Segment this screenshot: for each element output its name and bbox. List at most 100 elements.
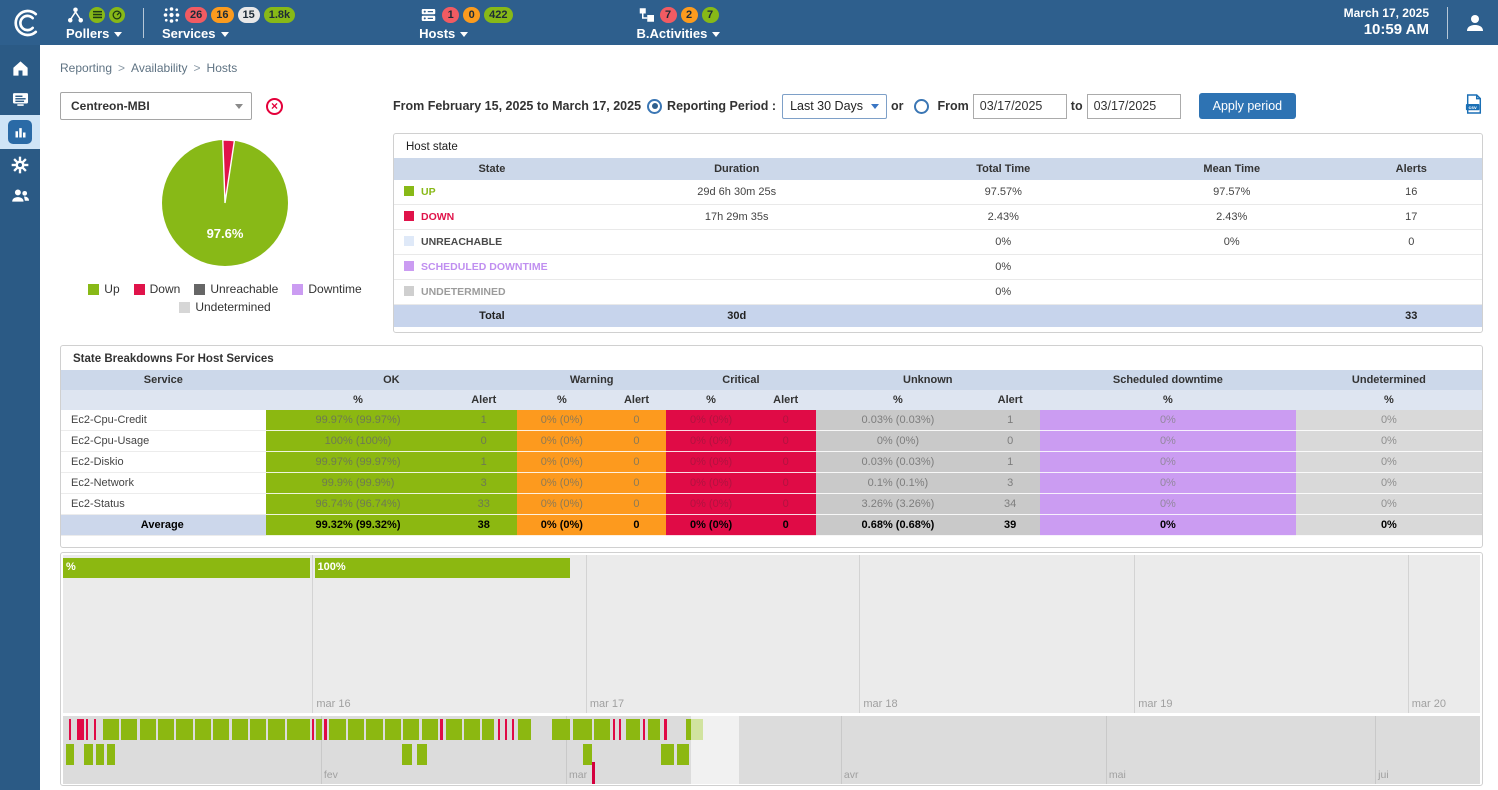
services-menu[interactable]: 26 16 15 1.8k Services [148,0,309,45]
column-header: Total Time [883,158,1123,180]
timeline-overview-selector[interactable]: fev mar avr mai jui [63,716,1480,784]
undet-pct-cell: 0% [1295,472,1482,494]
uptime-segment [250,719,267,740]
day-label: mar 18 [863,698,898,710]
host-select[interactable]: Centreon-MBI [60,92,252,120]
crit-alert-cell: 0 [755,430,816,452]
day-label: mar 19 [1138,698,1173,710]
status-badge[interactable]: 1 [442,6,460,23]
hosts-menu[interactable]: 1 0 422 Hosts [405,0,526,45]
state-cell: UNDETERMINED [394,279,590,305]
ok-pct-cell: 99.97% (99.97%) [265,451,451,473]
warn-alert-cell: 0 [606,514,667,536]
status-badge[interactable]: 15 [237,6,260,23]
breadcrumb-item[interactable]: Hosts [206,61,238,75]
sidebar-item-reporting[interactable] [0,115,40,149]
state-color-square [404,261,414,271]
status-badge[interactable]: 1.8k [263,6,296,23]
availability-timeline-panel: mar 16 mar 17 mar 18 mar 19 mar 20% 100% fev m… [60,552,1483,786]
sched-pct-cell: 0% [1040,410,1296,431]
crit-alert-cell: 0 [755,514,816,536]
availability-bar[interactable]: 100% [314,558,570,578]
reporting-period-radio[interactable] [647,98,663,114]
total-cell [883,304,1123,327]
sidebar-item-monitoring[interactable] [0,84,40,115]
unk-alert-cell: 1 [980,410,1040,431]
status-badge[interactable]: 0 [463,6,481,23]
state-color-square [404,236,414,246]
crit-pct-cell: 0% (0%) [666,472,756,494]
warn-alert-cell: 0 [606,493,667,515]
legend-item: Undetermined [179,300,271,314]
apply-period-button[interactable]: Apply period [1198,93,1297,119]
downtime-segment [85,719,88,740]
month-label: jui [1378,769,1389,781]
current-date: March 17, 2025 [1343,5,1429,20]
sidebar-item-administration[interactable] [0,180,40,211]
group-header: Critical [666,370,816,390]
state-color-square [404,211,414,221]
centreon-logo[interactable] [0,7,52,39]
unk-alert-cell: 1 [980,451,1040,473]
activity-segment [676,744,690,765]
warn-pct-cell: 0% (0%) [517,514,607,536]
duration-cell: 17h 29m 35s [589,204,884,230]
daily-availability-chart[interactable]: mar 16 mar 17 mar 18 mar 19 mar 20% 100% [63,555,1480,713]
availability-bar[interactable]: % [63,558,310,578]
breadcrumb-item[interactable]: Availability [131,61,188,75]
activity-segment [95,744,105,765]
status-badge[interactable]: 26 [185,6,208,23]
warn-pct-cell: 0% (0%) [517,430,607,452]
breadcrumb-separator: > [118,61,126,75]
total-cell: 0% [883,279,1123,305]
activity-segment [84,744,93,765]
group-header: Service [61,370,266,390]
activity-segment [660,744,674,765]
uptime-segment [403,719,420,740]
downtime-segment [68,719,71,740]
month-gridline [1105,716,1107,784]
legend-label: Down [149,282,181,296]
crit-alert-cell: 0 [755,410,816,431]
status-badge[interactable]: 16 [211,6,234,23]
status-badge[interactable]: 7 [701,6,719,23]
sched-pct-cell: 0% [1040,451,1296,473]
legend-item: Up [88,282,120,296]
csv-export-icon[interactable]: csv [1465,93,1483,119]
day-label: mar 16 [316,698,351,710]
period-select-value: Last 30 Days [790,99,864,113]
sidebar-item-configuration[interactable] [0,149,40,180]
host-state-row: SCHEDULED DOWNTIME 0% [394,254,1482,280]
ok-pct-cell: 99.9% (99.9%) [265,472,451,494]
service-name-cell: Ec2-Cpu-Usage [61,430,266,452]
custom-period-radio[interactable] [913,98,929,114]
pie-icon [162,139,288,266]
uptime-segment [102,719,119,740]
total-cell: 0% [883,229,1123,255]
total-cell: 0% [883,254,1123,280]
bactivities-label: B.Activities [636,25,708,41]
to-date-input[interactable] [1086,93,1181,119]
sidebar-item-home[interactable] [0,53,40,84]
from-date-input[interactable] [972,93,1067,119]
users-icon [11,189,29,202]
duration-cell: 29d 6h 30m 25s [589,180,884,205]
ok-pct-cell: 99.32% (99.32%) [265,514,451,536]
status-badge[interactable]: 7 [659,6,677,23]
period-select[interactable]: Last 30 Days [782,93,888,119]
timeline-selection-brush[interactable] [690,716,739,784]
clear-host-filter-button[interactable]: × [266,97,283,115]
sub-header: Alert [980,390,1040,410]
state-label: UNREACHABLE [421,236,503,248]
status-badge[interactable]: 422 [484,6,513,23]
ok-alert-cell: 3 [450,472,518,494]
host-select-value: Centreon-MBI [71,99,150,113]
state-color-square [404,286,414,296]
user-menu[interactable] [1452,11,1498,35]
status-badge[interactable]: 2 [680,6,698,23]
pollers-menu[interactable]: Pollers [52,0,139,45]
breadcrumb-item[interactable]: Reporting [60,61,113,75]
list-icon [89,6,105,23]
bar-chart-icon [15,127,25,137]
